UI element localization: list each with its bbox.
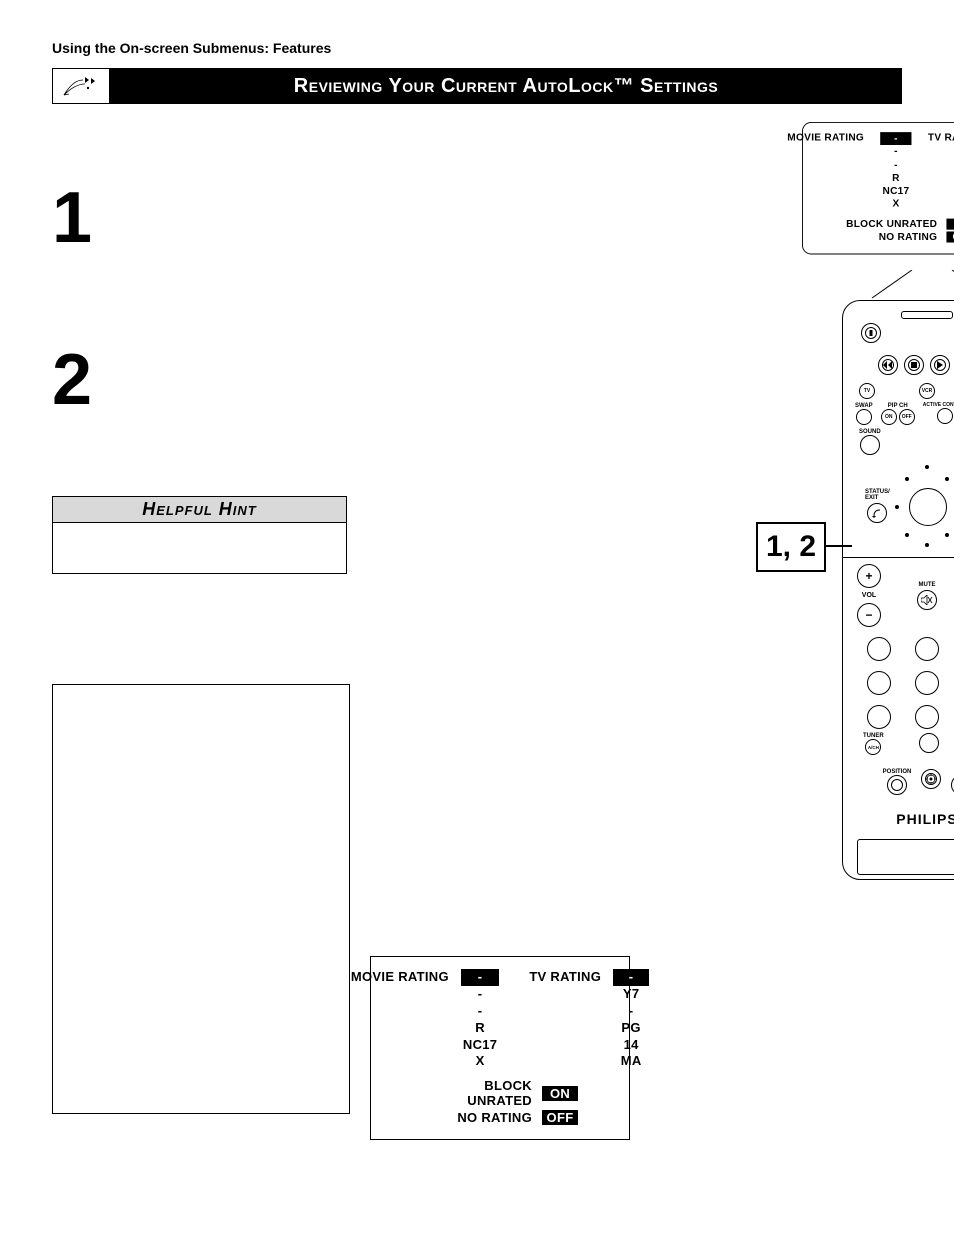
dpad-ring[interactable]: [909, 488, 947, 526]
osd-tv-val: PG: [613, 1020, 649, 1037]
osd-movie-values: - - - R NC17 X: [881, 132, 912, 211]
osd-tv-val: 14: [613, 1037, 649, 1054]
osd-movie-label: MOVIE RATING: [787, 132, 864, 211]
osd-movie-val: -: [461, 1003, 499, 1020]
pip-center-button[interactable]: [921, 769, 941, 789]
step-callout: 1, 2: [756, 522, 826, 572]
sound-button[interactable]: [860, 435, 880, 455]
helpful-hint-title: Helpful Hint: [53, 497, 346, 523]
remote-divider: [843, 557, 954, 558]
mute-label: MUTE: [919, 582, 936, 588]
page-title: Reviewing Your Current AutoLock™ Setting…: [110, 68, 902, 104]
osd-movie-label: MOVIE RATING: [351, 969, 449, 1070]
num-4-button[interactable]: [867, 671, 891, 695]
remote-ir-window: [901, 311, 953, 319]
position-button[interactable]: [887, 775, 907, 795]
tv-mode-button[interactable]: TV: [859, 383, 875, 399]
standby-button[interactable]: [861, 323, 881, 343]
osd-movie-val: R: [881, 172, 912, 185]
osd-tv-val: -: [613, 969, 649, 986]
page-root: Using the On-screen Submenus: Features R…: [0, 0, 954, 1235]
osd-tv-val: -: [613, 1003, 649, 1020]
num-0-button[interactable]: [919, 733, 939, 753]
osd-movie-val: -: [881, 145, 912, 158]
step-number-2: 2: [52, 344, 362, 416]
osd-connector-lines: [862, 270, 954, 300]
step-number-1: 1: [52, 182, 362, 254]
header-bar: Reviewing Your Current AutoLock™ Setting…: [52, 68, 902, 104]
osd-no-rating-label: NO RATING: [836, 231, 937, 242]
body-grid: 1 2 Helpful Hint MOVIE RATING - - - R: [52, 122, 902, 574]
number-pad: [853, 637, 954, 729]
stop-button[interactable]: [904, 355, 924, 375]
num-7-button[interactable]: [867, 705, 891, 729]
osd-tv-label: TV RATING: [529, 969, 601, 1070]
osd-preview-small: MOVIE RATING - - - R NC17 X TV RATING -: [802, 122, 954, 254]
vol-ch-row: + VOL − MUTE + CH: [853, 564, 954, 627]
active-control-button[interactable]: [937, 408, 953, 424]
osd-movie-val: X: [461, 1053, 499, 1070]
osd-no-rating-label: NO RATING: [422, 1110, 532, 1125]
remote-bottom-panel: [857, 839, 954, 875]
osd-tv-val: Y7: [613, 986, 649, 1003]
status-exit-button[interactable]: [867, 503, 887, 523]
osd-movie-val: R: [461, 1020, 499, 1037]
osd-movie-val: X: [881, 198, 912, 211]
osd-movie-val: -: [461, 986, 499, 1003]
left-column: 1 2 Helpful Hint: [52, 122, 362, 574]
osd-tv-val: MA: [613, 1053, 649, 1070]
vcr-mode-button[interactable]: VCR: [919, 383, 935, 399]
osd-movie-val: -: [881, 158, 912, 171]
mute-button[interactable]: [917, 590, 937, 610]
helpful-hint-box: Helpful Hint: [52, 496, 347, 574]
osd-movie-val: NC17: [881, 185, 912, 198]
osd-block-unrated-value: ON: [946, 218, 954, 229]
osd-movie-values: - - - R NC17 X: [461, 969, 499, 1070]
right-column: MOVIE RATING - - - R NC17 X TV RATING -: [382, 122, 902, 574]
vol-label: VOL: [862, 592, 876, 599]
play-button[interactable]: [930, 355, 950, 375]
brand-logo: PHILIPS: [853, 811, 954, 827]
num-2-button[interactable]: [915, 637, 939, 661]
num-1-button[interactable]: [867, 637, 891, 661]
status-exit-label: STATUS/ EXIT: [865, 489, 890, 501]
pip-off-button[interactable]: OFF: [899, 409, 915, 425]
num-5-button[interactable]: [915, 671, 939, 695]
osd-movie-val: -: [461, 969, 499, 986]
vol-up-button[interactable]: +: [857, 564, 881, 588]
swap-button[interactable]: [856, 409, 872, 425]
num-8-button[interactable]: [915, 705, 939, 729]
pip-on-button[interactable]: ON: [881, 409, 897, 425]
osd-no-rating-value: OFF: [946, 231, 954, 242]
rewind-button[interactable]: [878, 355, 898, 375]
osd-preview-large: MOVIE RATING - - - R NC17 X TV RATING - …: [370, 956, 630, 1140]
osd-box: MOVIE RATING - - - R NC17 X TV RATING -: [802, 122, 954, 254]
remote-wrap: POWER: [842, 300, 954, 880]
osd-box-large: MOVIE RATING - - - R NC17 X TV RATING - …: [370, 956, 630, 1140]
explanation-box: [52, 684, 350, 1114]
osd-block-unrated-value: ON: [542, 1086, 578, 1101]
osd-block-unrated-label: BLOCK UNRATED: [836, 218, 937, 229]
active-control-label: ACTIVE CONTROL: [923, 403, 954, 408]
osd-no-rating-value: OFF: [542, 1110, 578, 1125]
tuner-button[interactable]: A/CH: [865, 739, 881, 755]
osd-block-unrated-label: BLOCK UNRATED: [422, 1078, 532, 1108]
vol-down-button[interactable]: −: [857, 603, 881, 627]
dpad: STATUS/ EXIT MENU/ SELECT: [867, 461, 954, 551]
osd-movie-val: -: [881, 132, 912, 145]
osd-tv-values: - Y7 - PG 14 MA: [613, 969, 649, 1070]
remote-control: POWER: [842, 300, 954, 880]
callout-connector-line: [822, 545, 852, 547]
header-icon: [52, 68, 110, 104]
section-path-label: Using the On-screen Submenus: Features: [52, 40, 902, 56]
osd-tv-label: TV RATING: [928, 132, 954, 211]
osd-movie-val: NC17: [461, 1037, 499, 1054]
